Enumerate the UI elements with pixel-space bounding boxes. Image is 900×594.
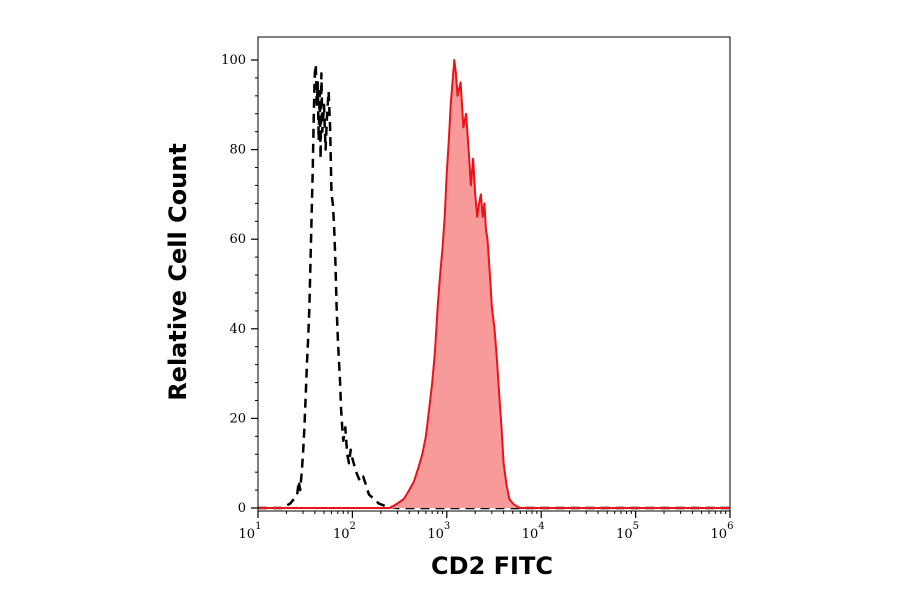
plot-area: [258, 59, 730, 510]
y-tick-label-4: 80: [229, 143, 246, 158]
x-axis: 101 102 103 104 105 106: [239, 511, 734, 542]
y-tick-label-3: 60: [229, 232, 246, 247]
x-tick-label-3: 104: [522, 521, 545, 542]
y-tick-label-5: 100: [221, 53, 246, 68]
y-tick-label-2: 40: [229, 322, 246, 337]
x-tick-label-1: 102: [333, 521, 356, 542]
x-tick-label-0: 101: [239, 521, 262, 542]
plot-frame: [257, 36, 731, 512]
y-axis: 0 20 40 60 80 100: [221, 53, 258, 516]
y-axis-label: Relative Cell Count: [164, 143, 192, 401]
series-1-line: [258, 59, 730, 509]
x-tick-label-5: 106: [711, 521, 734, 542]
x-tick-label-2: 103: [427, 521, 450, 542]
series-0-line: [258, 63, 730, 510]
x-axis-label: CD2 FITC: [431, 552, 553, 580]
series-1-area: [258, 60, 730, 508]
y-tick-label-1: 20: [229, 411, 246, 426]
x-tick-label-4: 105: [616, 521, 639, 542]
y-tick-label-0: 0: [238, 501, 246, 516]
